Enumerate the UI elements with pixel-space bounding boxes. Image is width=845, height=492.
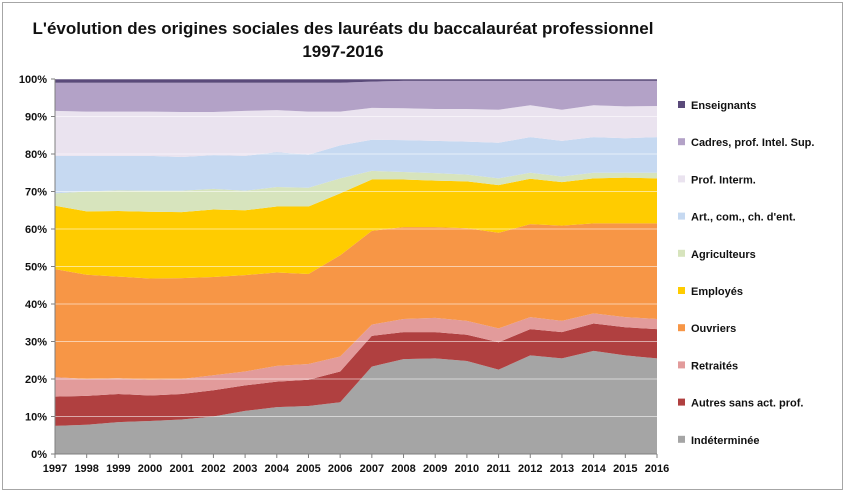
x-tick-label: 1999 — [106, 463, 130, 475]
x-tick-label: 1998 — [74, 463, 98, 475]
area-cadres-prof-intel-sup — [55, 80, 657, 112]
y-tick-label: 80% — [25, 149, 47, 161]
y-tick-label: 0% — [31, 449, 47, 461]
legend-item-art-com-ch-d-ent: Art., com., ch. d'ent. — [678, 212, 796, 224]
x-tick-label: 2008 — [391, 463, 415, 475]
x-tick-label: 2014 — [581, 463, 606, 475]
legend-label: Art., com., ch. d'ent. — [691, 212, 796, 224]
area-enseignants — [55, 79, 657, 83]
area-autres-sans-act-prof — [55, 323, 657, 426]
y-tick-labels: 0% 10% 20% 30% 40% 50% 60% 70% 80% 90% 100% — [19, 74, 47, 461]
legend-label: Cadres, prof. Intel. Sup. — [691, 137, 814, 149]
y-tick-label: 70% — [25, 187, 47, 199]
legend-item-prof-interm: Prof. Interm. — [678, 174, 756, 186]
area-employes — [55, 177, 657, 279]
x-tick-label: 2012 — [518, 463, 542, 475]
y-tick-label: 50% — [25, 262, 47, 274]
y-tick-label: 10% — [25, 412, 47, 424]
legend-swatch — [678, 287, 685, 294]
area-retraites — [55, 313, 657, 397]
x-tick-label: 2010 — [455, 463, 479, 475]
y-tick-label: 30% — [25, 337, 47, 349]
x-tick-label: 2015 — [613, 463, 637, 475]
y-tick-label: 90% — [25, 112, 47, 124]
legend-swatch — [678, 249, 685, 257]
area-art-com-ch-d-ent — [55, 137, 657, 194]
legend-label: Autres sans act. prof. — [691, 398, 803, 410]
legend-label: Ouvriers — [691, 323, 736, 335]
legend-swatch — [678, 212, 685, 220]
legend-item-autres-sans-act-prof: Autres sans act. prof. — [678, 398, 803, 410]
x-tick-label: 2001 — [169, 463, 193, 475]
legend-item-enseignants: Enseignants — [678, 100, 756, 112]
legend: Enseignants Cadres, prof. Intel. Sup. Prof… — [678, 100, 814, 447]
x-tick-label: 1997 — [43, 463, 67, 475]
legend-label: Prof. Interm. — [691, 174, 756, 186]
x-tick-label: 2000 — [138, 463, 162, 475]
legend-label: Retraités — [691, 360, 738, 372]
legend-item-agriculteurs: Agriculteurs — [678, 249, 756, 261]
chart-title-line-1: L'évolution des origines sociales des la… — [33, 19, 654, 38]
legend-item-indeterminee: Indéterminée — [678, 435, 759, 447]
x-tick-label: 2009 — [423, 463, 447, 475]
legend-label: Agriculteurs — [691, 249, 756, 261]
legend-item-employes: Employés — [678, 286, 743, 298]
x-tick-label: 2011 — [487, 463, 511, 475]
x-tick-label: 2013 — [550, 463, 574, 475]
legend-item-ouvriers: Ouvriers — [678, 323, 736, 335]
legend-item-cadres-prof-intel-sup: Cadres, prof. Intel. Sup. — [678, 137, 814, 149]
y-tick-label: 60% — [25, 224, 47, 236]
stacked-area-chart: L'évolution des origines sociales des la… — [19, 19, 815, 475]
legend-swatch — [678, 101, 685, 108]
x-tick-label: 2007 — [360, 463, 384, 475]
legend-label: Indéterminée — [691, 435, 759, 447]
area-layers — [55, 79, 657, 454]
legend-label: Employés — [691, 286, 743, 298]
y-tick-label: 40% — [25, 299, 47, 311]
legend-swatch — [678, 138, 685, 146]
area-agriculteurs — [55, 170, 657, 213]
area-prof-interm — [55, 105, 657, 157]
x-tick-labels: 1997 1998 1999 2000 2001 2002 2003 2004 2005 2006… — [43, 463, 669, 475]
legend-swatch — [678, 324, 685, 332]
axes — [51, 78, 658, 458]
legend-swatch — [678, 435, 685, 443]
legend-swatch — [678, 175, 685, 183]
legend-item-retraites: Retraités — [678, 360, 738, 372]
legend-swatch — [678, 398, 685, 406]
chart-title-line-2: 1997-2016 — [302, 42, 383, 61]
legend-swatch — [678, 361, 685, 369]
x-tick-label: 2003 — [233, 463, 257, 475]
x-tick-label: 2004 — [265, 463, 290, 475]
y-tick-label: 100% — [19, 74, 47, 86]
x-tick-label: 2016 — [645, 463, 669, 475]
area-ouvriers — [55, 223, 657, 380]
area-indeterminee — [55, 350, 657, 454]
x-tick-label: 2005 — [296, 463, 320, 475]
x-tick-label: 2002 — [201, 463, 225, 475]
y-tick-label: 20% — [25, 374, 47, 386]
legend-label: Enseignants — [691, 100, 756, 112]
x-tick-label: 2006 — [328, 463, 352, 475]
